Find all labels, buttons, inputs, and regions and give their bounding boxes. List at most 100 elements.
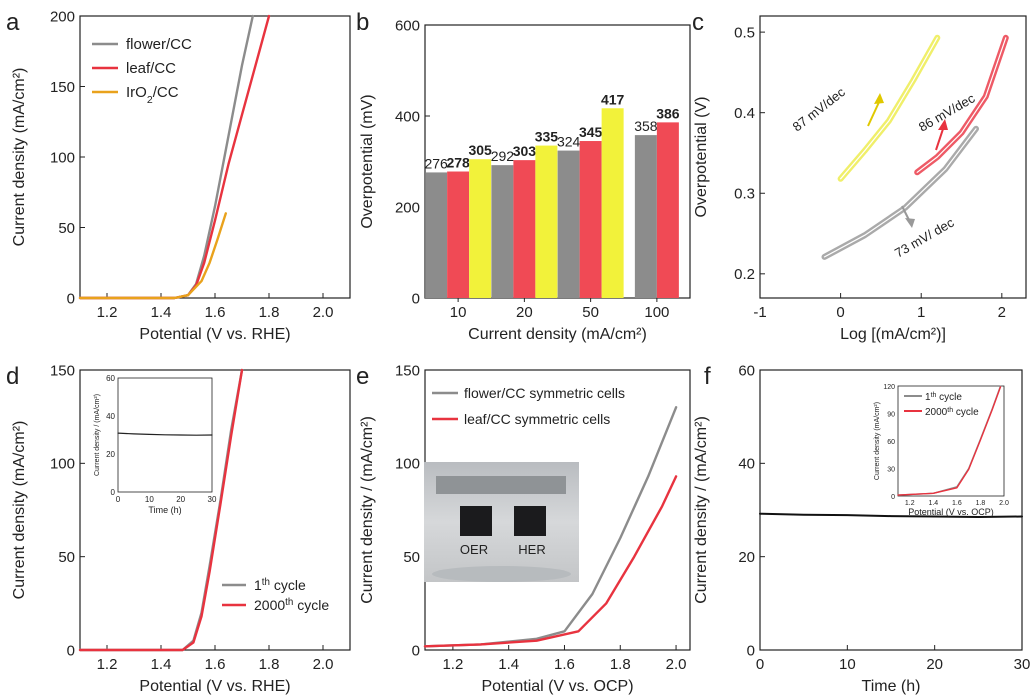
- panel-b-bar: [579, 141, 602, 298]
- panel-e-xtick-label: 1.6: [554, 656, 575, 673]
- panel-a-xtick-label: 1.8: [259, 304, 280, 321]
- panel-b-bar: [535, 145, 558, 298]
- panel-b-xtick-label: 50: [582, 304, 599, 321]
- panel-c-ytick-label: 0.3: [734, 186, 755, 203]
- panel-c-xtick-label: -1: [753, 304, 766, 321]
- panel-b-data-label: 335: [535, 129, 559, 145]
- panel-d-xtick-label: 1.6: [205, 656, 226, 673]
- panel-a-axes: 1.2 1.4 1.6 1.8 2.0 0 50 100 150 200 Potential (V …: [11, 8, 351, 343]
- panel-d-inset-ytick-label: 60: [106, 374, 115, 383]
- panel-d-xtick-label: 1.2: [97, 656, 118, 673]
- panel-label-d: d: [6, 363, 19, 390]
- panel-e-xtick-label: 2.0: [666, 656, 687, 673]
- panel-f-inset-xtick-label: 2.0: [999, 500, 1009, 507]
- panel-a-xtick-label: 2.0: [313, 304, 334, 321]
- panel-label-c: c: [692, 9, 704, 36]
- panel-d-xtick-label: 2.0: [313, 656, 334, 673]
- panel-label-f: f: [704, 363, 711, 390]
- panel-e-legend-label: flower/CC symmetric cells: [464, 385, 625, 401]
- panel-d-inset-xtick-label: 0: [116, 495, 121, 504]
- panel-e-xtick-label: 1.4: [498, 656, 519, 673]
- panel-b-data-label: 417: [601, 91, 625, 107]
- panel-b-bar: [447, 171, 470, 298]
- panel-b-ytick-label: 0: [412, 290, 420, 307]
- panel-b-data-label: 305: [468, 142, 492, 158]
- panel-f-inset-ytick-label: 30: [887, 467, 895, 474]
- panel-e-ytick-label: 150: [395, 362, 420, 379]
- panel-b-xtick-label: 100: [644, 304, 669, 321]
- panel-c-series-band-0: [837, 34, 941, 182]
- panel-c-ytick-label: 0.5: [734, 24, 755, 41]
- panel-d-legend-label: 1th cycle: [254, 577, 306, 594]
- panel-a-ytick-label: 200: [50, 8, 75, 25]
- panel-c-arrowhead-0: [874, 93, 884, 104]
- panel-d-inset-xtick-label: 30: [208, 495, 217, 504]
- panel-f-ytick-label: 0: [747, 642, 755, 659]
- panel-e-photo-label-oer: OER: [460, 542, 488, 557]
- panel-f-inset-legend-label: 1th cycle: [925, 392, 962, 404]
- panel-a-frame: [79, 15, 351, 299]
- panel-f-inset-ytick-label: 120: [883, 384, 895, 391]
- panel-d-inset-ytick-label: 40: [106, 412, 115, 421]
- panel-f-inset-frame: [897, 385, 1005, 497]
- panel-e-ylabel: Current density / (mA/cm²): [359, 416, 376, 604]
- panel-d-ytick-label: 0: [67, 642, 75, 659]
- panel-d-inset-xtick-label: 10: [145, 495, 154, 504]
- panel-f-axes: 0 10 20 30 0 20 40 60 Time (h) Current density / …: [693, 362, 1030, 695]
- panel-c-axes: -1 0 1 2 0.2 0.3 0.4 0.5 Log [(mA/cm²)] Overpoten…: [693, 15, 1027, 343]
- panel-a-ytick-label: 50: [58, 220, 75, 237]
- panel-e-xlabel: Potential (V vs. OCP): [481, 678, 633, 695]
- panel-f-inset-ylabel: Current density (mA/cm²): [874, 402, 881, 480]
- panel-a-legend-label: IrO2/CC: [126, 84, 179, 106]
- panel-b-ytick-label: 200: [395, 199, 420, 216]
- panel-label-a: a: [6, 9, 20, 36]
- panel-e-ytick-label: 100: [395, 456, 420, 473]
- panel-f-inset-ytick-label: 0: [891, 494, 895, 501]
- panel-a-series-0: [78, 14, 255, 300]
- panel-c-series-core-0: [839, 37, 938, 180]
- panel-b-data-label: 292: [491, 148, 515, 164]
- panel-b-bar: [601, 108, 624, 298]
- panel-d-xtick-label: 1.8: [259, 656, 280, 673]
- panel-b-bar: [425, 172, 448, 298]
- panel-f-inset-legend-label: 2000th cycle: [925, 407, 979, 419]
- panel-d-xtick-label: 1.4: [151, 656, 172, 673]
- panel-c-frame: [759, 15, 1027, 299]
- panel-f-inset-xtick-label: 1.8: [976, 500, 986, 507]
- panel-c-arrow-0: [867, 99, 881, 127]
- panel-c-arrowhead-1: [938, 119, 948, 130]
- panel-b-data-label: 303: [513, 143, 537, 159]
- panel-f-ytick-label: 40: [738, 456, 755, 473]
- panel-d-inset-xlabel: Time (h): [148, 505, 181, 515]
- panel-d-ylabel: Current density (mA/cm²): [11, 421, 28, 600]
- panel-b-ytick-label: 400: [395, 108, 420, 125]
- panel-f-inset-xtick-label: 1.6: [952, 500, 962, 507]
- panel-f-inset-xtick-label: 1.4: [928, 500, 938, 507]
- panel-f-xtick-label: 30: [1014, 656, 1030, 673]
- panel-e-ytick-label: 0: [412, 642, 420, 659]
- panel-c-series-core-2: [823, 128, 977, 258]
- panel-f-xtick-label: 10: [839, 656, 856, 673]
- panel-d-inset-xtick-label: 20: [176, 495, 185, 504]
- panel-d-inset-series: [117, 432, 213, 436]
- panel-b-xtick-label: 10: [450, 304, 467, 321]
- panel-b-data-label: 358: [634, 118, 658, 134]
- panel-e-photo-label-her: HER: [518, 542, 545, 557]
- panel-d-ytick-label: 50: [58, 549, 75, 566]
- panel-d-inset-ytick-label: 20: [106, 450, 115, 459]
- panel-b-bar: [469, 159, 492, 298]
- panel-b-data-label: 276: [424, 155, 448, 171]
- panel-e-photo-electrode-her: [514, 506, 546, 536]
- panel-f-inset-series-1: [897, 386, 1002, 496]
- panel-d-inset-ytick-label: 0: [111, 488, 116, 497]
- panel-a-xtick-label: 1.4: [151, 304, 172, 321]
- panel-f-ytick-label: 20: [738, 549, 755, 566]
- panel-label-b: b: [356, 9, 369, 36]
- panel-d-inset-ylabel: Current density / (mA/cm²): [94, 394, 101, 476]
- panel-c-annotation-2: 73 mV/ dec: [892, 214, 957, 260]
- panel-d-xlabel: Potential (V vs. RHE): [139, 678, 290, 695]
- panel-f-inset-xtick-label: 1.2: [905, 500, 915, 507]
- panel-d-legend-label: 2000th cycle: [254, 597, 329, 614]
- panel-f-inset-ytick-label: 90: [887, 412, 895, 419]
